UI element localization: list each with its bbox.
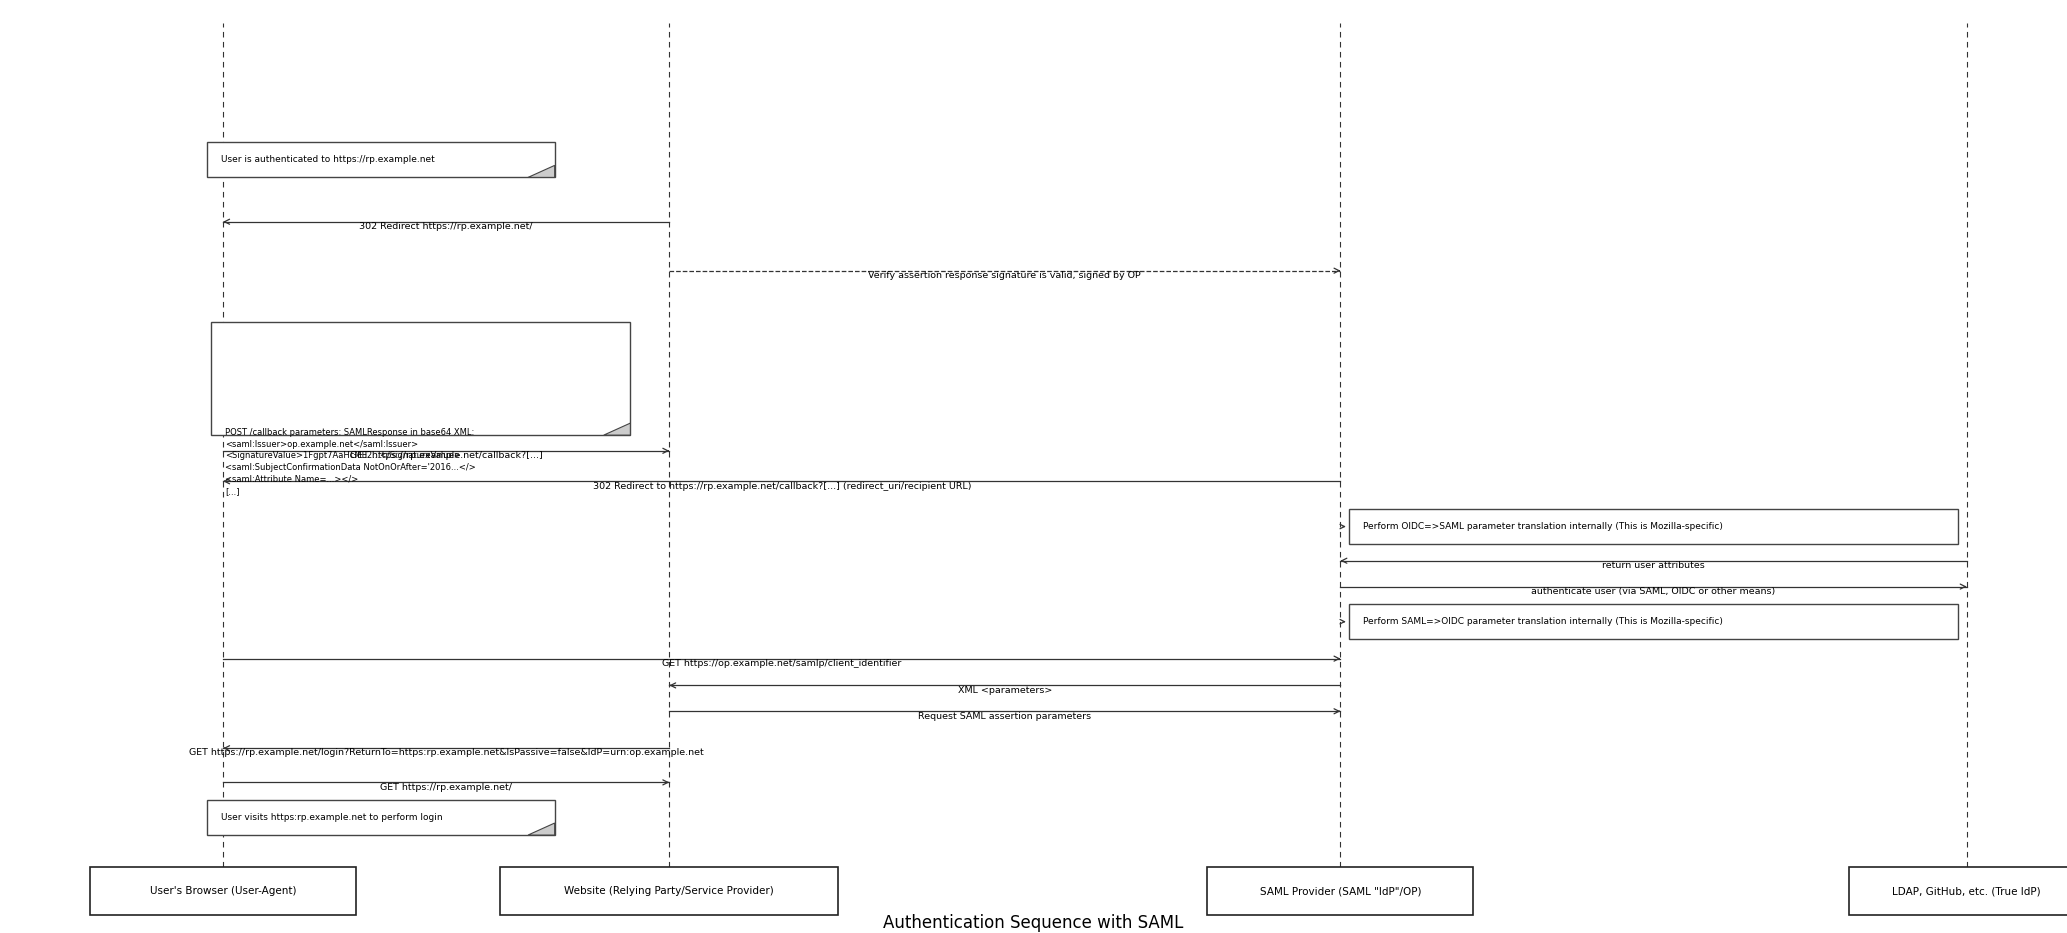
Polygon shape — [604, 423, 630, 435]
Bar — [211, 323, 630, 435]
Text: Website (Relying Party/Service Provider): Website (Relying Party/Service Provider) — [564, 886, 775, 897]
Text: GET https://rp.example.net/callback?[...]: GET https://rp.example.net/callback?[...… — [349, 451, 542, 460]
Text: GET https://rp.example.net/login?ReturnTo=https:rp.example.net&IsPassive=false&I: GET https://rp.example.net/login?ReturnT… — [188, 748, 703, 758]
Polygon shape — [527, 823, 554, 835]
Bar — [500, 868, 837, 915]
Bar — [207, 143, 554, 177]
Text: 302 Redirect to https://rp.example.net/callback?[...] (redirect_uri/recipient UR: 302 Redirect to https://rp.example.net/c… — [593, 481, 971, 491]
Bar — [1850, 868, 2067, 915]
Text: Request SAML assertion parameters: Request SAML assertion parameters — [918, 712, 1091, 720]
Text: return user attributes: return user attributes — [1602, 561, 1705, 570]
Text: 302 Redirect https://rp.example.net/: 302 Redirect https://rp.example.net/ — [360, 222, 533, 231]
Text: Verify assertion response signature is valid, signed by OP: Verify assertion response signature is v… — [868, 271, 1141, 280]
Text: User is authenticated to https://rp.example.net: User is authenticated to https://rp.exam… — [221, 155, 434, 164]
Text: LDAP, GitHub, etc. (True IdP): LDAP, GitHub, etc. (True IdP) — [1891, 886, 2040, 897]
Polygon shape — [527, 165, 554, 177]
Text: Perform SAML=>OIDC parameter translation internally (This is Mozilla-specific): Perform SAML=>OIDC parameter translation… — [1362, 617, 1722, 626]
Bar — [1207, 868, 1474, 915]
Text: SAML Provider (SAML "IdP"/OP): SAML Provider (SAML "IdP"/OP) — [1259, 886, 1422, 897]
Bar — [91, 868, 356, 915]
Bar — [1348, 509, 1957, 544]
Text: Perform OIDC=>SAML parameter translation internally (This is Mozilla-specific): Perform OIDC=>SAML parameter translation… — [1362, 522, 1722, 531]
Text: Authentication Sequence with SAML: Authentication Sequence with SAML — [883, 914, 1184, 932]
Text: XML <parameters>: XML <parameters> — [957, 686, 1052, 695]
Text: User's Browser (User-Agent): User's Browser (User-Agent) — [151, 886, 296, 897]
Text: User visits https:rp.example.net to perform login: User visits https:rp.example.net to perf… — [221, 813, 442, 822]
Bar — [207, 800, 554, 835]
Text: GET https://op.example.net/samlp/client_identifier: GET https://op.example.net/samlp/client_… — [661, 659, 901, 668]
Bar — [1348, 605, 1957, 639]
Text: POST /callback parameters: SAMLResponse in base64 XML:
<saml:Issuer>op.example.n: POST /callback parameters: SAMLResponse … — [225, 427, 475, 495]
Text: GET https://rp.example.net/: GET https://rp.example.net/ — [380, 783, 513, 791]
Text: authenticate user (via SAML, OIDC or other means): authenticate user (via SAML, OIDC or oth… — [1532, 587, 1776, 596]
